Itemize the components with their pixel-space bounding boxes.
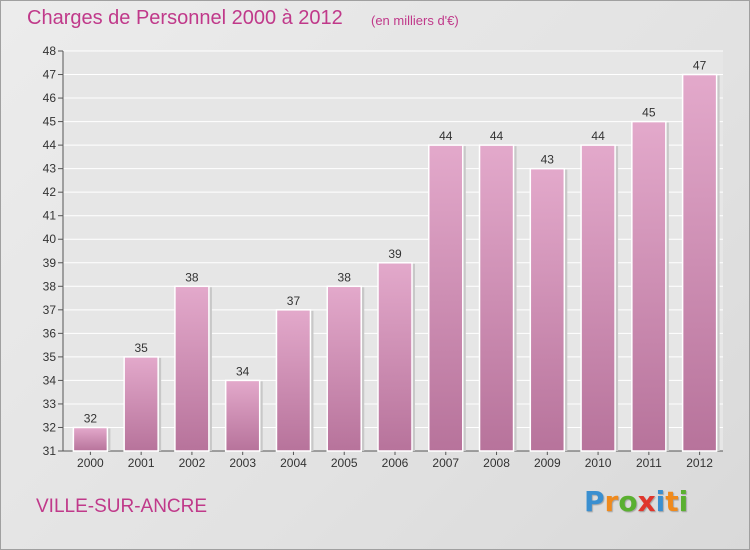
bar-2010 [580,144,616,452]
y-tick-label: 32 [43,420,57,434]
data-label: 34 [236,364,250,378]
x-tick-label: 2003 [229,456,256,470]
bar-2012 [681,73,718,452]
x-tick-label: 2004 [280,456,307,470]
x-tick-label: 2001 [128,456,155,470]
y-tick-label: 31 [43,444,57,458]
data-label: 45 [642,106,656,120]
labels: 31 32 33 34 35 36 37 38 39 40 41 42 43 44 45 46 47 48 32 20… [43,44,714,470]
y-tick-label: 36 [43,326,57,340]
bar-2002 [174,285,210,452]
x-tick-label: 2011 [636,456,662,470]
x-tick-label: 2005 [331,456,358,470]
data-label: 37 [287,294,301,308]
bar-2008 [478,144,515,452]
y-tick-label: 44 [43,138,57,152]
data-label: 44 [439,129,453,143]
bar-2006 [377,262,413,452]
proxiti-logo[interactable]: Proxiti [584,485,689,518]
data-label: 43 [541,153,555,167]
chart-title: Charges de Personnel 2000 à 2012 [27,7,343,29]
data-label: 47 [693,59,707,73]
y-tick-label: 40 [43,232,57,246]
x-tick-label: 2010 [585,456,612,470]
y-tick-label: 47 [43,68,57,82]
y-tick-label: 39 [43,256,57,270]
bar-2005 [326,285,362,452]
y-tick-label: 37 [43,303,57,317]
bar-2003 [224,379,261,452]
data-label: 35 [134,341,148,355]
x-tick-label: 2002 [179,456,206,470]
x-tick-label: 2000 [77,456,104,470]
bar-2009 [529,167,566,452]
bar-2011 [631,120,667,452]
y-tick-label: 43 [43,162,57,176]
x-tick-label: 2009 [534,456,561,470]
y-tick-label: 41 [43,209,57,223]
y-tick-label: 46 [43,91,57,105]
data-label: 38 [338,270,352,284]
bar-2007 [428,144,464,452]
y-tick-label: 34 [43,373,57,387]
data-label: 39 [388,247,402,261]
city-name: VILLE-SUR-ANCRE [36,496,208,517]
y-tick-label: 38 [43,279,57,293]
x-tick-label: 2006 [382,456,409,470]
x-tick-label: 2008 [483,456,510,470]
bar-2001 [123,356,159,452]
chart-subtitle: (en milliers d'€) [371,13,459,28]
data-label: 32 [84,411,98,425]
data-label: 44 [490,129,504,143]
y-tick-label: 45 [43,115,57,129]
y-tick-label: 42 [43,185,57,199]
bar-2004 [275,309,312,452]
x-tick-label: 2007 [432,456,459,470]
bar-2000 [72,426,109,452]
data-label: 44 [591,129,605,143]
y-tick-label: 33 [43,397,57,411]
bars [72,73,720,452]
data-label: 38 [185,270,199,284]
x-tick-label: 2012 [686,456,713,470]
y-tick-label: 35 [43,350,57,364]
y-tick-label: 48 [43,44,57,58]
